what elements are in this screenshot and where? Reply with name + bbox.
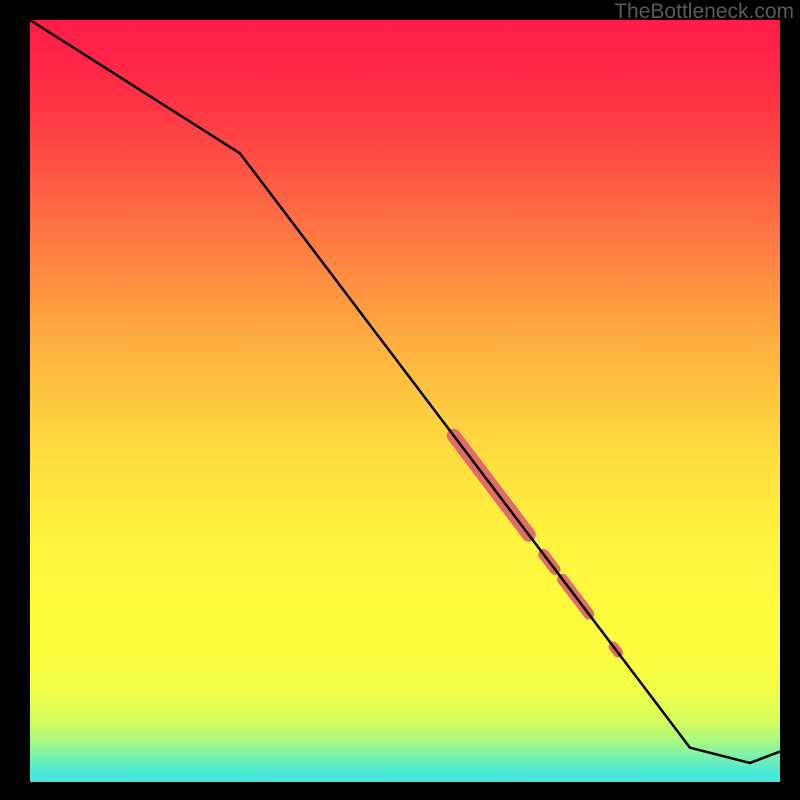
plot-area xyxy=(30,20,780,782)
chart-overlay xyxy=(30,20,780,782)
bottleneck-curve xyxy=(30,20,780,763)
chart-canvas: TheBottleneck.com xyxy=(0,0,800,800)
watermark-text: TheBottleneck.com xyxy=(614,0,794,24)
